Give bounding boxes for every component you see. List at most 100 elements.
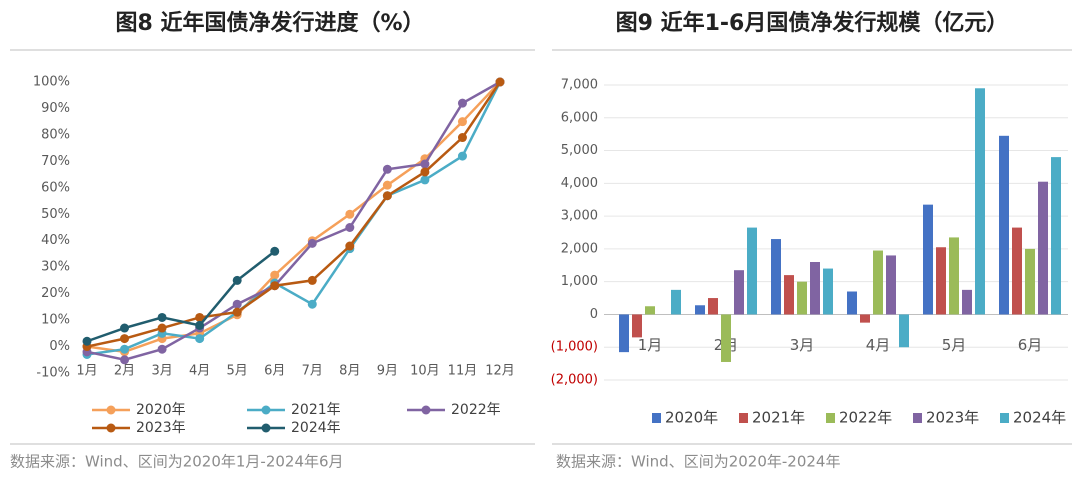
bar xyxy=(784,275,794,315)
x-tick-label: 7月 xyxy=(302,364,323,379)
x-tick-label: 4月 xyxy=(866,336,891,354)
legend-dot xyxy=(261,423,271,433)
legend-label: 2020年 xyxy=(136,402,186,418)
bar xyxy=(886,255,896,315)
point xyxy=(457,98,467,108)
point xyxy=(382,180,392,190)
y-tick-label: 80% xyxy=(41,127,70,142)
x-tick-label: 10月 xyxy=(410,364,440,379)
point xyxy=(345,241,355,251)
x-tick-label: 3月 xyxy=(151,364,172,379)
point xyxy=(157,323,167,333)
x-tick-label: 1月 xyxy=(638,336,663,354)
legend-label: 2023年 xyxy=(926,409,979,427)
series-line xyxy=(86,250,276,343)
bar xyxy=(645,306,655,315)
point xyxy=(382,164,392,174)
y-tick-label: 50% xyxy=(41,207,70,222)
bar xyxy=(975,88,985,315)
bar xyxy=(747,227,757,315)
legend-label: 2023年 xyxy=(136,420,186,436)
point xyxy=(157,312,167,322)
legend-label: 2020年 xyxy=(665,409,718,427)
legend-label: 2021年 xyxy=(752,409,805,427)
bar xyxy=(695,305,705,315)
point xyxy=(457,151,467,161)
x-tick-label: 12月 xyxy=(485,364,515,379)
y-tick-label: 0% xyxy=(49,339,70,354)
bar xyxy=(708,298,718,315)
bar xyxy=(734,270,744,315)
y-tick-label: 3,000 xyxy=(561,209,598,224)
bar xyxy=(860,314,870,323)
y-tick-label: 20% xyxy=(41,286,70,301)
point xyxy=(270,246,280,256)
point xyxy=(457,117,467,127)
x-tick-label: 6月 xyxy=(264,364,285,379)
point xyxy=(195,320,205,330)
bar xyxy=(671,289,681,315)
bar xyxy=(797,281,807,315)
legend-swatch xyxy=(652,413,661,423)
source-note: 数据来源：Wind、区间为2020年1月-2024年6月 xyxy=(10,453,344,471)
y-tick-label: 70% xyxy=(41,154,70,169)
bar xyxy=(632,314,642,338)
series-line xyxy=(86,81,501,354)
bar xyxy=(873,250,883,315)
point xyxy=(82,336,92,346)
y-tick-label: (2,000) xyxy=(551,373,598,388)
x-tick-label: 8月 xyxy=(339,364,360,379)
y-tick-label: 60% xyxy=(41,180,70,195)
y-tick-label: 0 xyxy=(590,307,598,322)
point xyxy=(420,167,430,177)
bar xyxy=(1012,227,1022,315)
bar xyxy=(1025,248,1035,315)
point xyxy=(232,307,242,317)
y-tick-label: -10% xyxy=(36,366,70,381)
point xyxy=(420,175,430,185)
point xyxy=(307,238,317,248)
legend-swatch xyxy=(826,413,835,423)
y-tick-label: 90% xyxy=(41,101,70,116)
legend-label: 2024年 xyxy=(291,420,341,436)
bar xyxy=(999,135,1009,315)
bar xyxy=(771,239,781,315)
y-tick-label: (1,000) xyxy=(551,340,598,355)
bar xyxy=(810,262,820,315)
y-tick-label: 7,000 xyxy=(561,78,598,93)
legend-dot xyxy=(421,405,431,415)
point xyxy=(195,334,205,344)
y-tick-label: 10% xyxy=(41,313,70,328)
series-line xyxy=(86,81,502,348)
point xyxy=(120,323,130,333)
y-tick-label: 2,000 xyxy=(561,241,598,256)
point xyxy=(195,312,205,322)
x-tick-label: 11月 xyxy=(448,364,478,379)
point xyxy=(420,159,430,169)
source-note: 数据来源：Wind、区间为2020年-2024年 xyxy=(556,453,840,471)
point xyxy=(345,209,355,219)
bar xyxy=(962,289,972,315)
bar xyxy=(1051,157,1061,315)
point xyxy=(270,281,280,291)
y-tick-label: 1,000 xyxy=(561,274,598,289)
x-tick-label: 6月 xyxy=(1018,336,1043,354)
y-tick-label: 6,000 xyxy=(561,110,598,125)
bar xyxy=(721,314,731,362)
y-tick-label: 100% xyxy=(33,75,70,90)
y-tick-label: 40% xyxy=(41,233,70,248)
bar xyxy=(847,291,857,315)
bar xyxy=(949,237,959,315)
point xyxy=(120,334,130,344)
point xyxy=(157,344,167,354)
point xyxy=(307,275,317,285)
legend-label: 2022年 xyxy=(451,402,501,418)
chart-title: 图8 近年国债净发行进度（%） xyxy=(115,10,424,36)
x-tick-label: 9月 xyxy=(377,364,398,379)
legend-swatch xyxy=(1000,413,1009,423)
x-tick-label: 3月 xyxy=(790,336,815,354)
legend-label: 2021年 xyxy=(291,402,341,418)
chart-title: 图9 近年1-6月国债净发行规模（亿元） xyxy=(616,10,1009,36)
legend-swatch xyxy=(913,413,922,423)
